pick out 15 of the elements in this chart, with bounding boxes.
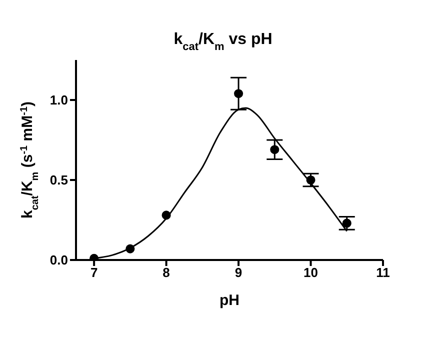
point xyxy=(234,89,244,98)
x-tick-label: 8 xyxy=(162,265,170,280)
x-axis-title: pH xyxy=(220,292,240,309)
chart-title: k$_{cat}$/K$_{m}$ vs pH xyxy=(174,31,272,53)
y-tick-label: 1.0 xyxy=(50,92,68,108)
y-tick-label: 0.0 xyxy=(50,252,68,268)
point xyxy=(126,244,135,254)
x-tick-label: 9 xyxy=(234,265,242,280)
point xyxy=(306,175,316,185)
x-tick-label: 10 xyxy=(304,265,318,280)
x-tick-label: 7 xyxy=(90,265,98,280)
y-tick-label: 0.5 xyxy=(50,172,68,188)
x-tick-label: 11 xyxy=(376,265,390,280)
point xyxy=(270,145,280,154)
point xyxy=(162,210,171,220)
